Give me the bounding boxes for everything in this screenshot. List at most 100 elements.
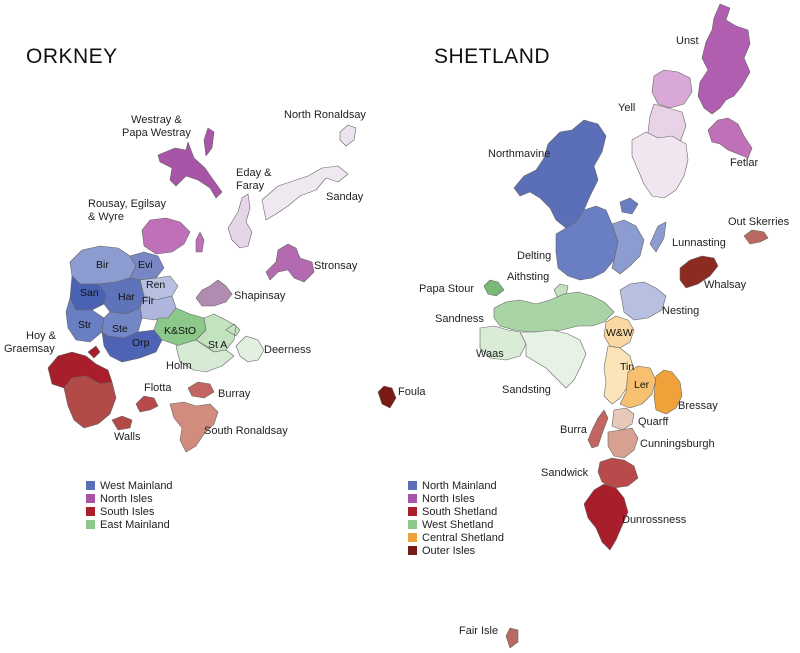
region-orp[interactable] bbox=[101, 329, 163, 363]
shetland-legend: North Mainland North Isles South Shetland W… bbox=[408, 479, 504, 557]
legend-label: West Mainland bbox=[100, 479, 173, 492]
region-eday[interactable] bbox=[227, 193, 253, 249]
region-fair-isle[interactable] bbox=[505, 627, 519, 649]
legend-label: South Isles bbox=[100, 505, 155, 518]
legend-label: Central Shetland bbox=[422, 531, 504, 544]
label-foula: Foula bbox=[398, 386, 426, 398]
label-unst: Unst bbox=[676, 35, 699, 47]
region-yell[interactable] bbox=[651, 69, 693, 109]
label-south-ronaldsay: South Ronaldsay bbox=[204, 425, 288, 437]
label-out-skerries: Out Skerries bbox=[728, 216, 790, 228]
label-nesting: Nesting bbox=[662, 305, 700, 317]
label-flotta: Flotta bbox=[144, 382, 172, 394]
label-fir: Fir bbox=[142, 295, 155, 307]
region-burra[interactable] bbox=[587, 409, 609, 449]
label-evi: Evi bbox=[138, 259, 153, 271]
region-sanday[interactable] bbox=[261, 165, 349, 221]
region-str[interactable] bbox=[65, 297, 105, 343]
shetland-legend-item: North Isles bbox=[408, 492, 504, 505]
legend-label: West Shetland bbox=[422, 518, 494, 531]
legend-swatch bbox=[408, 533, 417, 542]
legend-swatch bbox=[408, 494, 417, 503]
region-westray[interactable] bbox=[157, 127, 223, 199]
region-holm[interactable] bbox=[175, 339, 235, 373]
orkney-legend-item: South Isles bbox=[86, 505, 173, 518]
region-sandness[interactable] bbox=[493, 291, 615, 333]
label-burra: Burra bbox=[560, 424, 587, 436]
label-westray: Westray & Papa Westray bbox=[122, 114, 191, 139]
label-sanday: Sanday bbox=[326, 191, 364, 203]
label-ww: W&W bbox=[606, 327, 633, 339]
region-tin[interactable] bbox=[603, 345, 635, 405]
region-lunnasting[interactable] bbox=[611, 219, 667, 275]
region-fetlar[interactable] bbox=[707, 117, 753, 159]
legend-label: Outer Isles bbox=[422, 544, 476, 557]
region-sandwick[interactable] bbox=[597, 457, 639, 489]
region-south-ronaldsay[interactable] bbox=[169, 401, 219, 453]
label-sandsting: Sandsting bbox=[502, 384, 551, 396]
region-quarff[interactable] bbox=[611, 407, 635, 431]
shetland-legend-item: Outer Isles bbox=[408, 544, 504, 557]
label-stronsay: Stronsay bbox=[314, 260, 358, 272]
legend-swatch bbox=[408, 546, 417, 555]
region-papa-stour[interactable] bbox=[483, 279, 505, 297]
label-deerness: Deerness bbox=[264, 344, 312, 356]
region-waas[interactable] bbox=[479, 325, 527, 361]
region-foula[interactable] bbox=[377, 385, 397, 409]
orkney-legend-item: East Mainland bbox=[86, 518, 173, 531]
region-whalsay[interactable] bbox=[679, 255, 719, 289]
region-sta[interactable] bbox=[195, 313, 241, 353]
label-ste: Ste bbox=[112, 323, 128, 335]
region-flotta[interactable] bbox=[135, 395, 159, 413]
label-shapinsay: Shapinsay bbox=[234, 290, 286, 302]
label-burray: Burray bbox=[218, 388, 251, 400]
orkney-legend-item: West Mainland bbox=[86, 479, 173, 492]
label-hoy: Hoy & Graemsay bbox=[4, 330, 56, 355]
region-yell-east[interactable] bbox=[631, 131, 689, 199]
shetland-legend-item: Central Shetland bbox=[408, 531, 504, 544]
legend-swatch bbox=[86, 520, 95, 529]
legend-swatch bbox=[86, 494, 95, 503]
label-fetlar: Fetlar bbox=[730, 157, 759, 169]
label-kstO: K&StO bbox=[164, 325, 196, 337]
label-holm: Holm bbox=[166, 360, 192, 372]
label-tin: Tin bbox=[620, 361, 634, 373]
legend-swatch bbox=[86, 507, 95, 516]
region-walls[interactable] bbox=[63, 375, 133, 431]
region-north-ronaldsay[interactable] bbox=[339, 124, 357, 147]
legend-swatch bbox=[86, 481, 95, 490]
legend-swatch bbox=[408, 481, 417, 490]
label-cunningsburgh: Cunningsburgh bbox=[640, 438, 715, 450]
region-ler[interactable] bbox=[619, 365, 657, 409]
region-cunningsburgh[interactable] bbox=[607, 427, 639, 459]
shetland-legend-item: North Mainland bbox=[408, 479, 504, 492]
region-burray[interactable] bbox=[187, 381, 215, 399]
legend-swatch bbox=[408, 507, 417, 516]
region-nesting[interactable] bbox=[619, 281, 667, 321]
region-bressay[interactable] bbox=[653, 369, 683, 415]
region-shapinsay[interactable] bbox=[195, 279, 233, 307]
region-unst[interactable] bbox=[697, 3, 751, 115]
label-san: San bbox=[80, 287, 99, 299]
label-sandwick: Sandwick bbox=[541, 467, 589, 479]
orkney-legend-item: North Isles bbox=[86, 492, 173, 505]
label-quarff: Quarff bbox=[638, 416, 669, 428]
region-dunrossness[interactable] bbox=[583, 483, 629, 551]
label-orp: Orp bbox=[132, 337, 150, 349]
label-papa-stour: Papa Stour bbox=[419, 283, 475, 295]
legend-label: North Mainland bbox=[422, 479, 497, 492]
region-deerness[interactable] bbox=[235, 335, 265, 363]
label-ren: Ren bbox=[146, 279, 165, 291]
region-stronsay[interactable] bbox=[265, 243, 315, 283]
label-waas: Waas bbox=[476, 348, 504, 360]
label-rousay: Rousay, Egilsay & Wyre bbox=[88, 198, 167, 223]
region-ww[interactable] bbox=[603, 315, 635, 349]
label-whalsay: Whalsay bbox=[704, 279, 747, 291]
region-rousay[interactable] bbox=[141, 217, 205, 255]
region-sandsting[interactable] bbox=[519, 329, 587, 389]
legend-swatch bbox=[408, 520, 417, 529]
region-out-skerries[interactable] bbox=[743, 229, 769, 245]
legend-label: North Isles bbox=[422, 492, 475, 505]
label-har: Har bbox=[118, 291, 135, 303]
